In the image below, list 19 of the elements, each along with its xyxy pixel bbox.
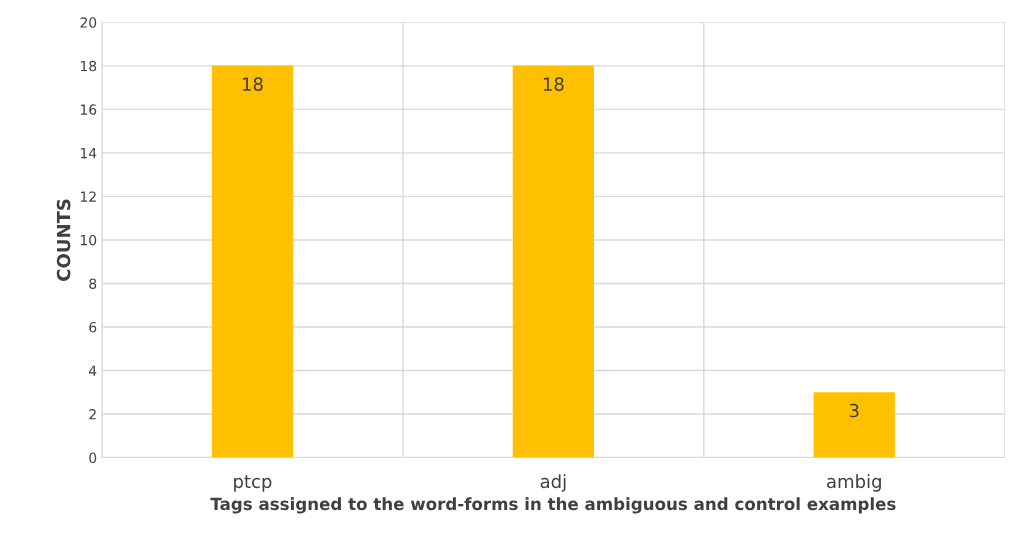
y-tick-label: 8 — [89, 278, 97, 289]
data-label: 18 — [242, 77, 263, 91]
y-axis-title: COUNTS — [56, 199, 71, 281]
y-tick-label: 10 — [80, 234, 97, 246]
x-tick-label: ptcp — [234, 475, 272, 492]
y-tick-label: 0 — [89, 452, 97, 464]
y-tick-label: 16 — [80, 104, 97, 115]
y-tick-label: 4 — [88, 365, 97, 376]
data-label: 18 — [543, 77, 564, 91]
y-tick-label: 20 — [80, 17, 97, 28]
y-tick-label: 18 — [80, 60, 97, 72]
x-axis-title: Tags assigned to the word-forms in the ambiguous and control examples — [210, 497, 896, 514]
x-tick-label: adj — [540, 474, 566, 492]
y-tick-label: 6 — [89, 321, 97, 333]
data-label: 3 — [849, 403, 859, 418]
y-tick-label: 12 — [80, 191, 96, 202]
y-tick-label: 2 — [89, 409, 96, 420]
x-tick-label: ambig — [827, 474, 881, 492]
y-tick-label: 14 — [80, 148, 97, 159]
